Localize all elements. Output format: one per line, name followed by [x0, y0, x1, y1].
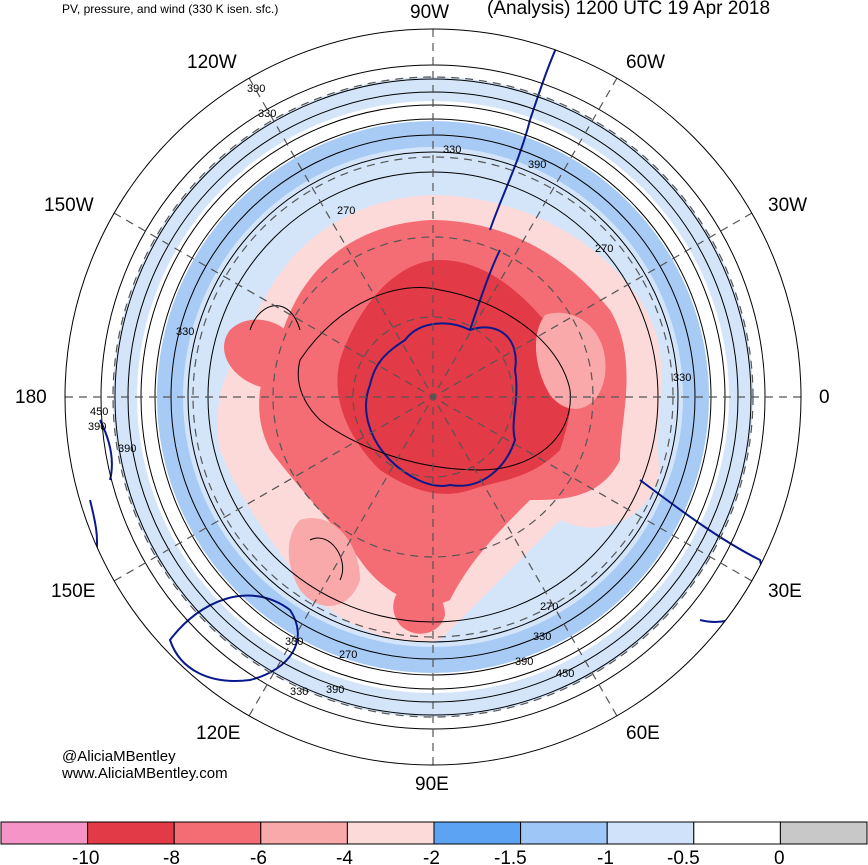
- south-america-coastline: [489, 39, 561, 231]
- contour-label: 270: [540, 601, 558, 613]
- colorbar-swatch: [433, 821, 522, 845]
- colorbar-swatch: [779, 821, 868, 845]
- contour-label: 330: [258, 108, 276, 120]
- lon-label-90e: 90E: [415, 774, 449, 795]
- colorbar-label: -6: [250, 848, 267, 865]
- contour-label: 390: [326, 684, 344, 696]
- colorbar-swatch: [0, 821, 89, 845]
- lon-label-150w: 150W: [44, 195, 94, 216]
- contour-label: 450: [556, 668, 574, 680]
- antarctica-coastline: [365, 322, 518, 487]
- polar-map: 90W 60W 30W 0 30E 60E 90E 120E 150E 180 …: [15, 2, 830, 795]
- contour-label: 330: [290, 686, 308, 698]
- colorbar-label: -2: [423, 848, 440, 865]
- colorbar-swatch: [260, 821, 348, 845]
- credit-handle: @AliciaMBentley: [62, 748, 176, 765]
- credit-url: www.AliciaMBentley.com: [62, 765, 228, 782]
- colorbar-swatch: [606, 821, 695, 845]
- contour-label: 330: [285, 636, 303, 648]
- pv-negative-lobe-west: [224, 319, 301, 389]
- colorbar-label: -10: [72, 848, 99, 865]
- map-border: [64, 28, 802, 766]
- contour-label: 270: [339, 649, 357, 661]
- contour-label: 390: [118, 443, 136, 455]
- lon-label-30w: 30W: [768, 195, 807, 216]
- lon-label-150e: 150E: [51, 581, 95, 602]
- lon-label-60w: 60W: [626, 52, 665, 73]
- colorbar-swatch: [87, 821, 175, 845]
- contour-label: 390: [515, 656, 533, 668]
- contour-label: 270: [595, 243, 613, 255]
- map-title: (Analysis) 1200 UTC 19 Apr 2018: [487, 0, 771, 19]
- colorbar-label: -8: [163, 848, 180, 865]
- contour-label: 330: [176, 326, 194, 338]
- lon-label-120w: 120W: [187, 52, 237, 73]
- contour-label: 390: [88, 421, 106, 433]
- colorbar-swatches: [0, 821, 868, 845]
- pv-negative-strong: [337, 260, 572, 494]
- lon-label-0: 0: [819, 387, 830, 408]
- colorbar-swatch: [173, 821, 262, 845]
- contour-label: 330: [443, 144, 461, 156]
- colorbar: -10 -8 -6 -4 -2 -1.5 -1 -0.5 0: [0, 821, 868, 865]
- graticule: [65, 29, 801, 765]
- contour-label: 390: [528, 159, 546, 171]
- lon-label-30e: 30E: [768, 581, 802, 602]
- contour-label: 330: [673, 372, 691, 384]
- contour-label: 330: [533, 631, 551, 643]
- map-subtitle: PV, pressure, and wind (330 K isen. sfc.…: [62, 2, 279, 16]
- lon-label-120e: 120E: [196, 723, 240, 744]
- colorbar-label: -1: [597, 848, 614, 865]
- lon-label-60e: 60E: [626, 723, 660, 744]
- colorbar-swatch: [520, 821, 608, 845]
- colorbar-label: -0.5: [667, 848, 700, 865]
- antarctic-peninsula: [469, 249, 501, 331]
- colorbar-label: -1.5: [494, 848, 527, 865]
- pv-negative-lobe-east: [535, 312, 606, 409]
- australia-coastline: [168, 594, 299, 682]
- colorbar-label: -4: [336, 848, 353, 865]
- contour-label: 450: [90, 406, 108, 418]
- colorbar-swatch: [693, 821, 781, 845]
- lon-label-180: 180: [15, 387, 47, 408]
- contour-label: 270: [337, 205, 355, 217]
- contour-label: 390: [247, 83, 265, 95]
- colorbar-label: 0: [774, 848, 785, 865]
- colorbar-swatch: [346, 821, 435, 845]
- pv-negative-lobe-southeast: [288, 518, 360, 607]
- lon-label-90w: 90W: [410, 2, 449, 23]
